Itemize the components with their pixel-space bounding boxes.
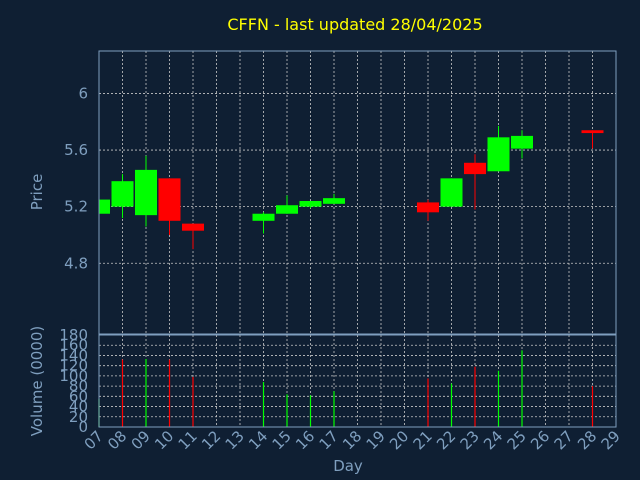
candle-21: [417, 199, 439, 221]
x-tick-label: 19: [363, 427, 389, 453]
x-tick-label: 20: [386, 427, 412, 453]
price-plot-frame: [98, 50, 617, 335]
x-tick-label: 23: [457, 427, 483, 453]
x-tick-label: 21: [410, 427, 436, 453]
candle-body: [511, 135, 533, 149]
price-candles: [98, 125, 604, 250]
x-axis-ticks: 0708091011121314151617181920212223242526…: [81, 427, 624, 453]
volume-y-tick-label: 40: [69, 398, 88, 416]
candle-body: [299, 200, 322, 207]
volume-axis-label: Volume (0000): [28, 326, 46, 436]
candle-body: [182, 223, 204, 231]
candle-body: [323, 198, 345, 204]
x-tick-label: 10: [151, 427, 177, 453]
price-y-tick-label: 6: [78, 84, 88, 102]
x-tick-label: 28: [574, 427, 600, 453]
volume-y-tick-label: 180: [59, 326, 88, 344]
volume-y-tick-label: 80: [69, 377, 88, 395]
candle-22: [440, 178, 463, 207]
volume-y-tick-label: 100: [59, 367, 88, 385]
x-tick-label: 26: [527, 427, 553, 453]
x-tick-label: 14: [245, 427, 271, 453]
candle-17: [323, 193, 345, 204]
candle-body: [135, 169, 157, 216]
x-tick-label: 18: [339, 427, 365, 453]
x-tick-label: 13: [222, 427, 248, 453]
candle-16: [299, 200, 322, 209]
candle-body: [99, 199, 110, 214]
candle-body: [276, 205, 298, 214]
volume-y-tick-label: 160: [59, 336, 88, 354]
candle-28: [581, 130, 604, 149]
price-axis-label: Price: [28, 174, 46, 211]
price-panel: 4.8 5.2 5.6 6 Price: [28, 50, 617, 335]
price-y-tick-label: 4.8: [64, 254, 88, 272]
candle-09: [135, 155, 157, 227]
x-tick-label: 29: [598, 427, 624, 453]
price-y-ticks: 4.8 5.2 5.6 6: [64, 84, 88, 272]
x-tick-label: 25: [504, 427, 530, 453]
x-tick-label: 17: [316, 427, 342, 453]
volume-y-tick-label: 20: [69, 408, 88, 426]
x-axis-label: Day: [333, 457, 363, 475]
volume-y-tick-label: 60: [69, 387, 88, 405]
x-tick-label: 15: [269, 427, 295, 453]
x-tick-label: 08: [104, 427, 130, 453]
x-tick-label: 11: [175, 427, 201, 453]
volume-y-tick-label: 120: [59, 357, 88, 375]
price-y-tick-label: 5.2: [64, 198, 88, 216]
x-tick-label: 12: [198, 427, 224, 453]
x-tick-label: 16: [292, 427, 318, 453]
candle-body: [464, 162, 486, 175]
x-tick-label: 22: [433, 427, 459, 453]
chart-title: CFFN - last updated 28/04/2025: [227, 15, 482, 34]
candle-body: [158, 178, 181, 221]
candle-body: [581, 130, 604, 134]
candle-body: [487, 137, 510, 172]
volume-y-tick-label: 140: [59, 346, 88, 364]
x-tick-label: 09: [128, 427, 154, 453]
candle-11: [182, 223, 204, 250]
candle-body: [440, 178, 463, 207]
volume-gridlines: [98, 334, 617, 428]
candle-10: [158, 178, 181, 235]
volume-y-tick-label: 0: [78, 418, 88, 436]
candle-body: [111, 181, 134, 207]
volume-bars: [98, 350, 594, 427]
candle-07: [98, 199, 110, 214]
candle-24: [487, 125, 510, 172]
candle-body: [417, 202, 439, 213]
x-tick-label: 24: [480, 427, 506, 453]
candle-23: [464, 154, 486, 210]
candle-15: [276, 195, 298, 214]
x-tick-label: 27: [551, 427, 577, 453]
candle-25: [511, 130, 533, 159]
price-y-tick-label: 5.6: [64, 141, 88, 159]
volume-plot-frame: [98, 334, 617, 428]
candle-08: [111, 174, 134, 218]
candle-body: [252, 213, 275, 221]
candle-14: [252, 212, 275, 234]
